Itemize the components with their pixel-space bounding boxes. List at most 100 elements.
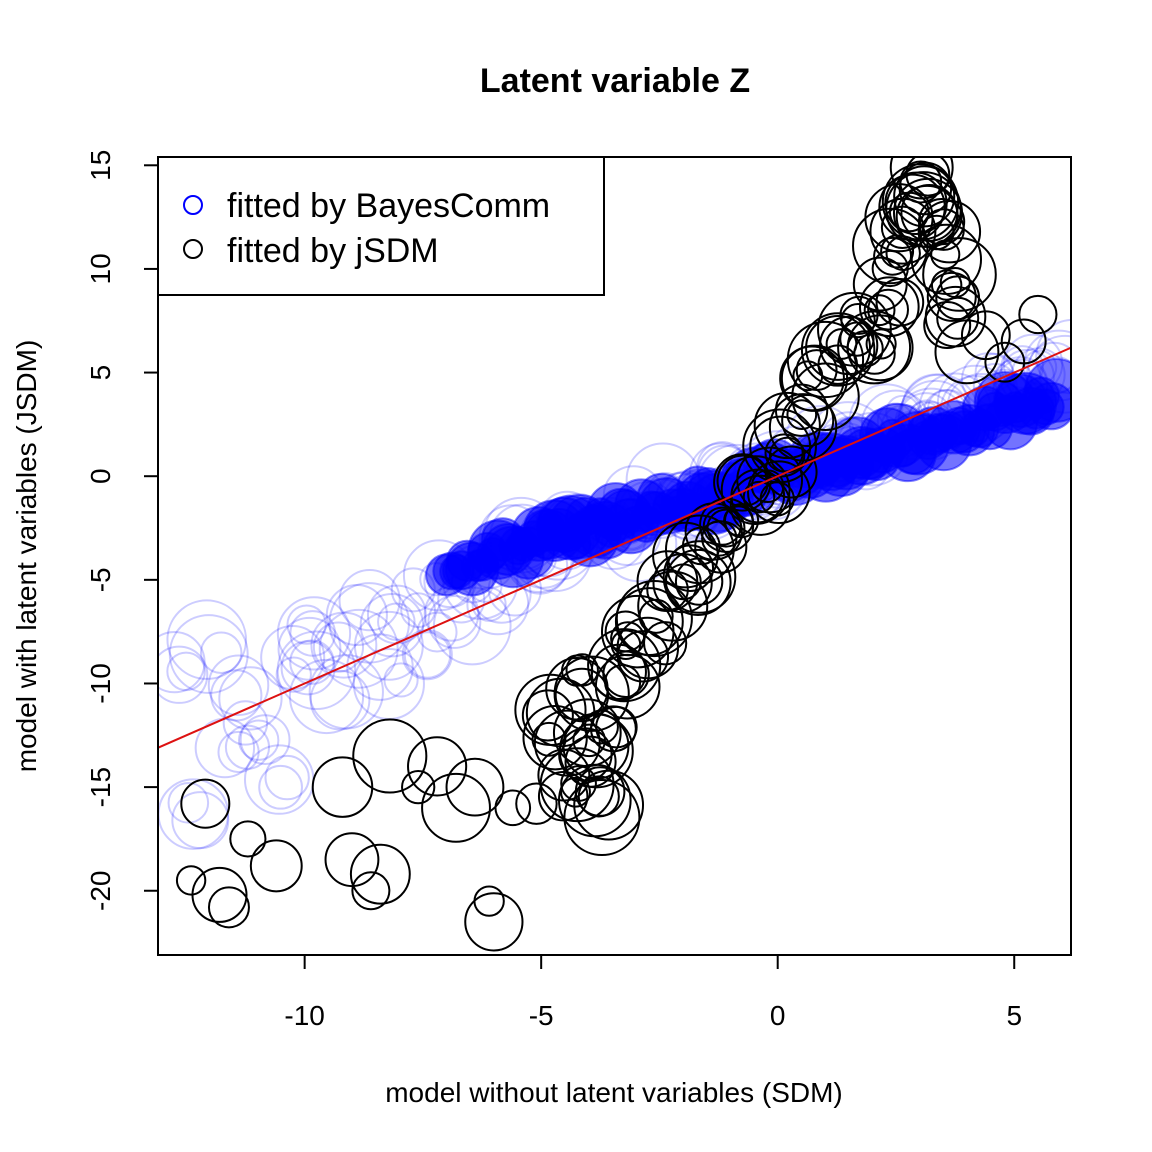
data-point-bayescomm [166,599,248,680]
data-point-bayescomm [400,592,437,629]
chart-title: Latent variable Z [480,62,750,100]
jsdm-points [175,157,1058,952]
data-point-bayescomm [1024,358,1071,423]
data-point-bayescomm [377,602,416,642]
data-point-bayescomm [158,645,209,704]
data-point-jsdm [905,157,951,197]
data-point-bayescomm [325,583,388,647]
data-point-jsdm [865,328,897,360]
y-tick-label: 5 [85,365,116,381]
data-point-jsdm [537,770,589,822]
data-point-bayescomm [237,719,280,761]
data-point-jsdm [839,321,875,357]
y-tick-label: -5 [85,567,116,592]
y-tick-label: -10 [85,663,116,703]
data-point-jsdm [662,540,737,614]
data-point-bayescomm [338,569,401,632]
data-point-jsdm [674,557,724,606]
data-point-bayescomm [288,658,365,735]
data-point-jsdm [786,320,865,399]
data-point-jsdm [800,312,876,387]
data-point-bayescomm [308,654,384,730]
x-tick-label: 0 [770,1000,786,1031]
data-point-bayescomm [276,630,357,711]
data-point-jsdm [590,643,647,701]
data-point-jsdm [349,843,411,905]
data-point-bayescomm [346,633,414,701]
data-point-jsdm [720,455,791,526]
data-point-jsdm [736,446,804,514]
data-point-jsdm [863,294,896,327]
data-point-jsdm [351,871,391,911]
y-tick-label: -15 [85,767,116,807]
data-point-jsdm [747,460,811,525]
data-point-jsdm [764,445,818,499]
data-point-jsdm [324,832,380,888]
data-point-jsdm [407,736,468,797]
data-point-jsdm [445,757,505,817]
data-point-bayescomm [427,594,482,649]
data-point-jsdm [531,721,567,757]
legend-marker-jsdm [183,239,203,259]
data-point-jsdm [917,199,982,264]
data-point-bayescomm [403,631,452,679]
data-point-jsdm [573,769,645,841]
data-point-jsdm [560,776,591,808]
data-point-bayescomm [264,754,310,801]
data-point-jsdm [898,161,953,216]
data-point-jsdm [563,779,641,857]
data-point-bayescomm [312,621,365,673]
y-tick-label: 15 [85,150,116,181]
data-point-jsdm [421,772,491,843]
legend-label-bayescomm: fitted by BayesComm [227,187,550,225]
data-point-jsdm [574,766,626,817]
data-point-jsdm [207,886,250,929]
data-point-jsdm [786,399,818,431]
data-point-jsdm [515,782,558,825]
data-point-bayescomm [383,662,419,698]
data-point-jsdm [494,789,532,827]
data-point-jsdm [401,769,436,805]
identity-line [158,346,1071,749]
data-point-bayescomm [171,791,230,850]
data-point-bayescomm [222,700,269,746]
data-point-bayescomm [318,608,399,689]
data-point-jsdm [521,689,574,742]
data-point-bayescomm [309,669,371,731]
data-point-jsdm [840,302,876,339]
legend-label-jsdm: fitted by jSDM [227,232,439,270]
data-point-jsdm [664,548,732,617]
data-point-jsdm [926,271,977,322]
data-point-jsdm [878,173,946,242]
data-point-bayescomm [286,604,327,645]
data-point-bayescomm [207,654,270,716]
data-point-bayescomm [167,782,210,824]
data-point-bayescomm [217,730,260,774]
data-point-jsdm [742,408,817,484]
data-point-jsdm [180,778,231,829]
data-point-jsdm [764,433,804,473]
data-point-jsdm [917,198,966,246]
y-tick-label: -20 [85,871,116,911]
data-point-bayescomm [166,651,206,692]
data-point-bayescomm [158,630,206,694]
data-point-jsdm [750,469,785,504]
data-point-jsdm [595,705,638,749]
y-tick-label: 0 [85,468,116,484]
data-point-jsdm [572,723,606,758]
x-axis: -10 -5 0 5 [284,954,1022,1031]
data-point-bayescomm [258,764,303,810]
data-point-jsdm [922,237,997,312]
data-point-bayescomm [239,714,291,765]
data-point-bayescomm [416,611,458,653]
data-point-jsdm [867,288,909,331]
data-point-jsdm [191,866,248,923]
data-point-jsdm [837,310,912,385]
data-point-bayescomm [359,592,425,658]
data-point-jsdm [923,301,972,350]
data-point-bayescomm [224,724,271,770]
data-point-jsdm [464,892,524,952]
data-point-jsdm [664,514,735,585]
data-point-bayescomm [280,640,336,696]
